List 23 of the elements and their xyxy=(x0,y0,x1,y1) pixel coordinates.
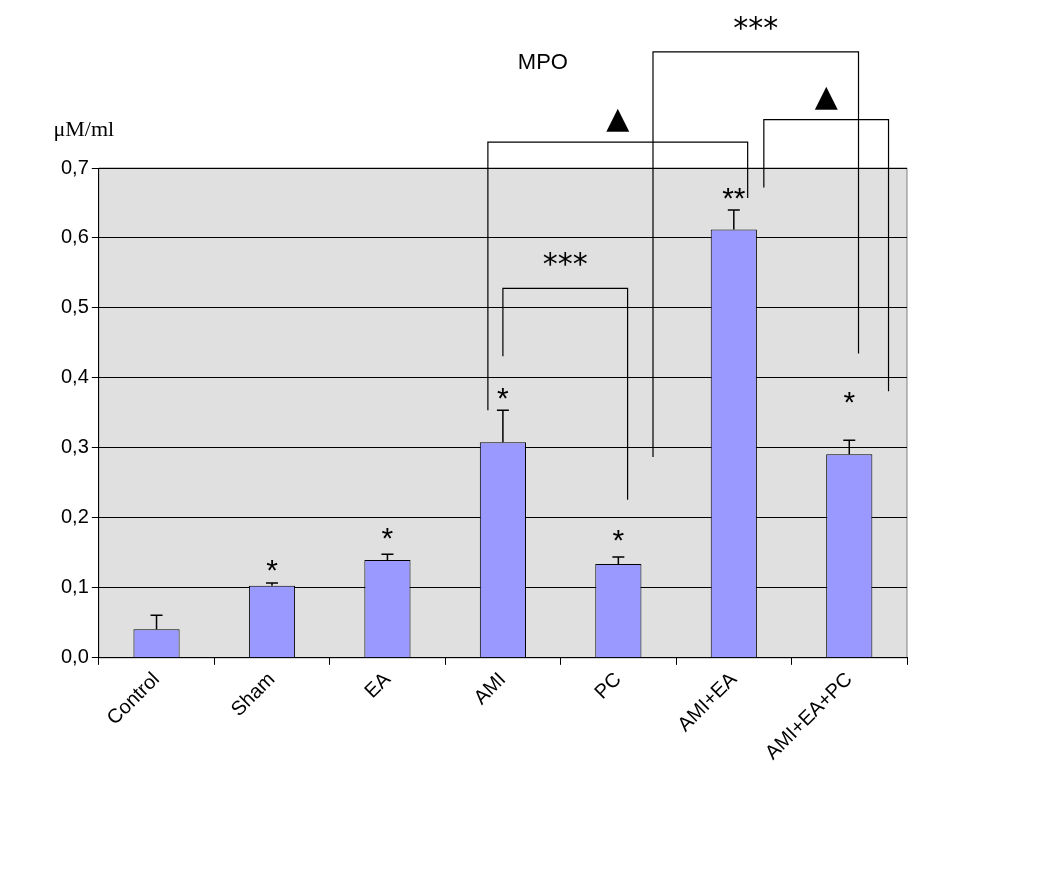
y-tick-label: 0,2 xyxy=(60,505,89,528)
y-axis-title: μM/ml xyxy=(53,115,115,141)
y-tick-label: 0,5 xyxy=(60,295,89,318)
text: *** xyxy=(733,9,779,45)
annotation: * xyxy=(612,522,625,556)
annotation: * xyxy=(381,521,394,555)
x-tick-label: PC xyxy=(589,667,626,703)
x-tick-label: EA xyxy=(359,667,395,702)
y-tick-label: 0,3 xyxy=(60,435,89,458)
chart-title: MPO xyxy=(517,49,568,75)
annotation: * xyxy=(843,384,856,418)
text: ▲ xyxy=(606,99,630,135)
y-tick-label: 0,4 xyxy=(60,365,89,388)
text: ▲ xyxy=(814,77,838,113)
y-tick-label: 0,1 xyxy=(60,575,89,598)
y-tick-label: 0,0 xyxy=(60,645,89,668)
x-tick-label: AMI xyxy=(468,667,510,709)
annotation: * xyxy=(497,381,510,415)
annotation: ** xyxy=(722,181,746,215)
annotation: *** xyxy=(542,246,588,282)
annotation: * xyxy=(266,552,279,586)
y-tick-label: 0,6 xyxy=(60,225,89,248)
y-tick-label: 0,7 xyxy=(60,155,89,178)
